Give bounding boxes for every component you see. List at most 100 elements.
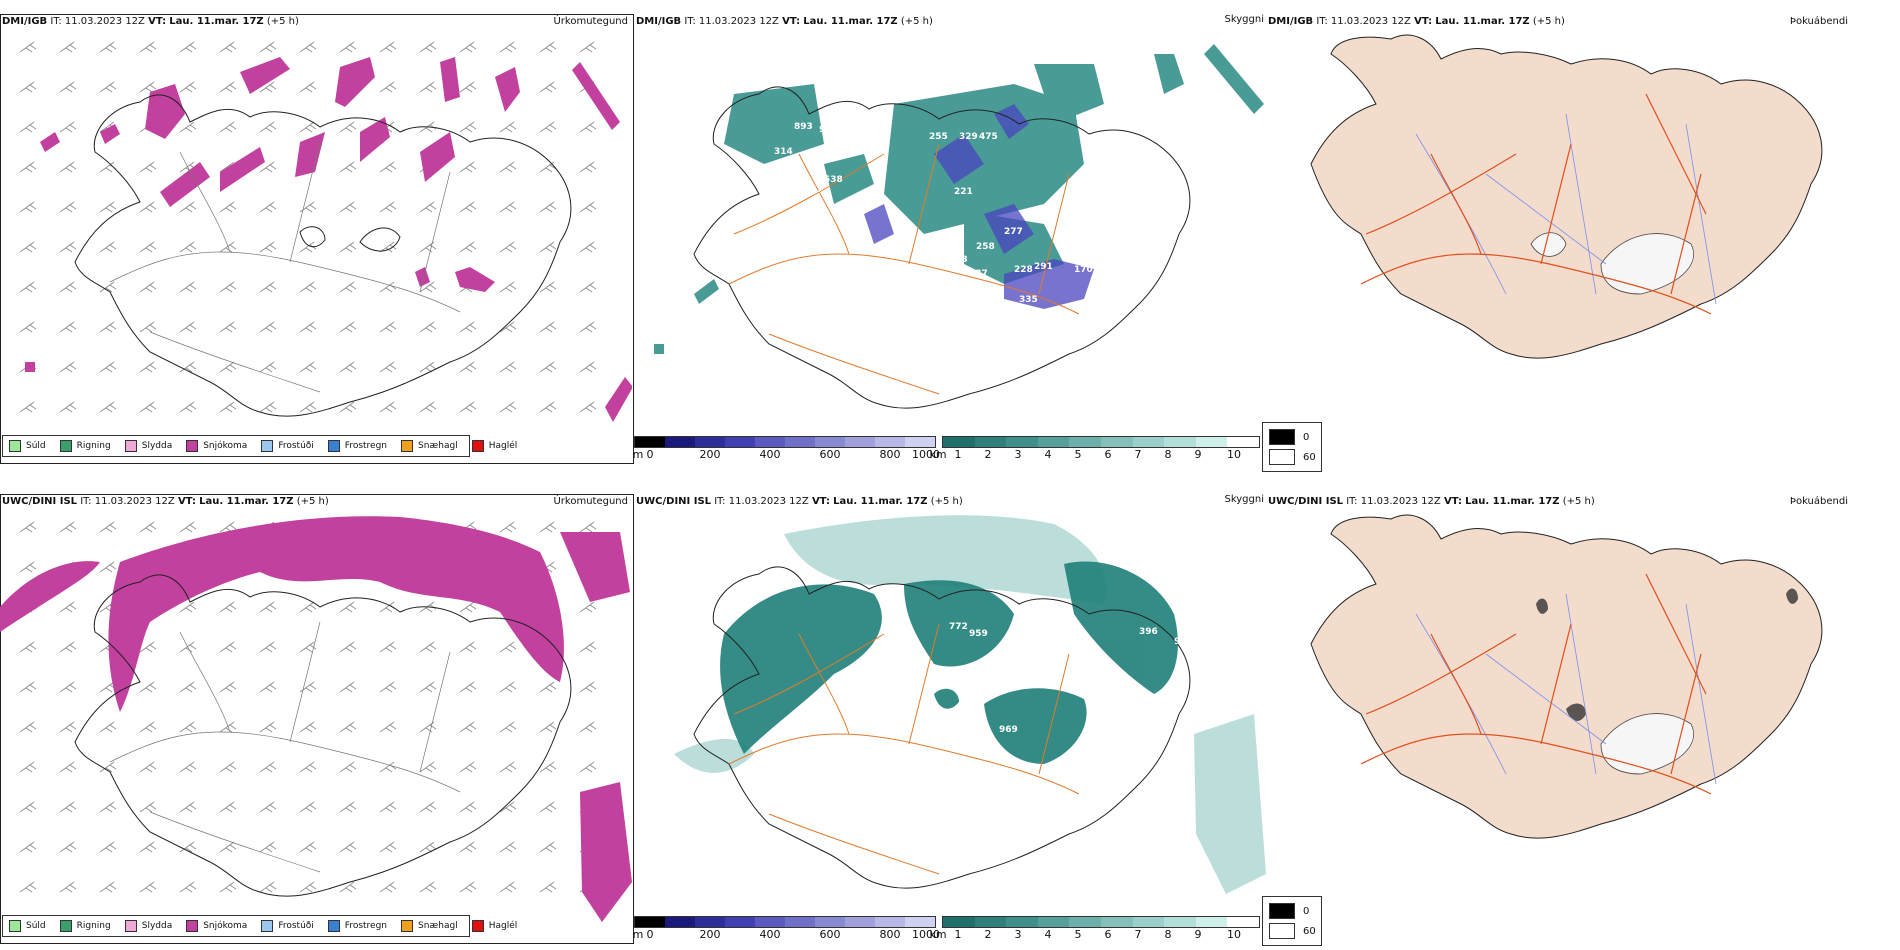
- visibility-scale-cell: [943, 437, 975, 447]
- legend-swatch: [124, 920, 137, 932]
- wind-barb: [539, 681, 557, 693]
- wind-barb: [99, 241, 117, 253]
- wind-barb: [219, 361, 237, 373]
- ceiling-label: 163: [949, 255, 968, 265]
- wind-barb: [539, 41, 557, 53]
- wind-barb: [499, 401, 517, 413]
- iceland-fill: [1310, 514, 1823, 839]
- wind-barb: [459, 41, 477, 53]
- wind-barb: [539, 81, 557, 93]
- ceiling-scale-labels: m 0 200 400 600 800 1000: [632, 928, 940, 942]
- panel-title: UWC/DINI ISL IT: 11.03.2023 12Z VT: Lau.…: [2, 496, 329, 507]
- wind-barb: [299, 841, 317, 853]
- wind-barb: [139, 721, 157, 733]
- legend-item: Frostúði: [261, 920, 314, 932]
- wind-barb: [379, 401, 397, 413]
- init-time: IT: 11.03.2023 12Z: [684, 16, 779, 27]
- ceiling-scale-cell: [815, 437, 845, 447]
- lead-time: (+5 h): [1562, 496, 1595, 507]
- wind-barb: [179, 521, 197, 533]
- wind-barb: [539, 321, 557, 333]
- wind-barb: [19, 681, 37, 693]
- wind-barb: [219, 601, 237, 613]
- visibility-scale-cell: [1100, 437, 1133, 447]
- wind-barb: [259, 241, 277, 253]
- fog-map: [1310, 514, 1823, 839]
- ceiling-tick: 800: [879, 448, 901, 461]
- wind-barb: [219, 121, 237, 133]
- visibility-tick: 5: [1074, 928, 1082, 941]
- panel-title: DMI/IGB IT: 11.03.2023 12Z VT: Lau. 11.m…: [636, 16, 933, 27]
- visibility-tick: 7: [1134, 928, 1142, 941]
- iceland-outline: [74, 94, 572, 417]
- ceiling-scale-cell: [665, 437, 695, 447]
- lead-time: (+5 h): [900, 16, 933, 27]
- wind-barb: [579, 321, 597, 333]
- legend-item: Haglél: [471, 920, 517, 932]
- visibility-scale-cell: [1006, 437, 1038, 447]
- ceiling-scale-cell: [845, 917, 875, 927]
- wind-barb: [19, 401, 37, 413]
- wind-barb: [19, 281, 37, 293]
- wind-barb: [339, 401, 357, 413]
- roads: [728, 623, 1080, 875]
- wind-barb: [259, 361, 277, 373]
- legend-label: Súld: [26, 441, 46, 451]
- precip-legend-items: Súld Rigning Slydda Snjókoma Frostúði Fr…: [3, 916, 517, 936]
- ceiling-label: 314: [774, 147, 793, 157]
- legend-label: Snjókoma: [203, 441, 248, 451]
- ceiling-tick: 600: [819, 448, 841, 461]
- legend-item: Rigning: [59, 440, 111, 452]
- wind-barb: [99, 361, 117, 373]
- wind-barb: [179, 81, 197, 93]
- legend-label: Frostúði: [278, 921, 314, 931]
- wind-barb: [139, 81, 157, 93]
- ceiling-scale-cell: [725, 437, 755, 447]
- visibility-scale-cell: [1037, 437, 1070, 447]
- visibility-tick: 2: [984, 448, 992, 461]
- wind-barb: [179, 321, 197, 333]
- legend-swatch: [471, 920, 484, 932]
- ceiling-labels: 772 959 396 976 969: [949, 622, 1193, 735]
- wind-barb: [339, 41, 357, 53]
- legend-label: Súld: [26, 921, 46, 931]
- wind-barb: [19, 201, 37, 213]
- wind-barb: [339, 801, 357, 813]
- wind-barb: [379, 641, 397, 653]
- cloud-areas: [720, 561, 1178, 764]
- wind-barb: [539, 841, 557, 853]
- visibility-tick: 9: [1194, 448, 1202, 461]
- ceiling-label: 228: [1014, 265, 1033, 275]
- wind-barb: [59, 41, 77, 53]
- legend-swatch: [327, 440, 340, 452]
- wind-barb: [59, 841, 77, 853]
- wind-barbs: [19, 41, 597, 413]
- panel-name: Úrkomutegund: [553, 16, 628, 27]
- wind-barb: [179, 121, 197, 133]
- wind-barb: [419, 81, 437, 93]
- valid-label: VT:: [1414, 16, 1433, 27]
- legend-swatch: [59, 920, 72, 932]
- wind-barb: [419, 281, 437, 293]
- visibility-scale-cell: [1132, 437, 1165, 447]
- wind-barb: [499, 721, 517, 733]
- ceiling-unit: m: [632, 928, 644, 941]
- fog-legend-row: 60: [1269, 449, 1316, 465]
- lead-time: (+5 h): [1532, 16, 1565, 27]
- legend-swatch: [124, 440, 137, 452]
- wind-barb: [499, 521, 517, 533]
- legend-swatch: [9, 440, 21, 452]
- ceiling-scale-cell: [875, 917, 905, 927]
- wind-barb: [219, 41, 237, 53]
- wind-barb: [539, 121, 557, 133]
- ceiling-label: 329: [959, 132, 978, 142]
- wind-barb: [339, 681, 357, 693]
- wind-barb: [179, 41, 197, 53]
- wind-barb: [59, 361, 77, 373]
- wind-barb: [19, 841, 37, 853]
- wind-barb: [299, 761, 317, 773]
- legend-item: Frostúði: [261, 440, 314, 452]
- wind-barb: [299, 281, 317, 293]
- legend-label: Frostregn: [344, 921, 388, 931]
- fog-spots: [1536, 588, 1798, 721]
